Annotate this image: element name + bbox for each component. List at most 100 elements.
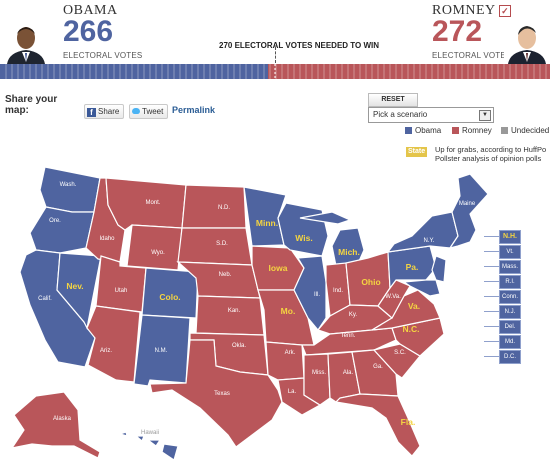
state-alaska[interactable] <box>10 391 101 459</box>
state-georgia[interactable] <box>351 349 399 397</box>
connector-line <box>484 356 499 357</box>
state-label-ind: Ind. <box>333 288 343 294</box>
obama-electoral-count: 266 <box>63 15 114 48</box>
state-label-ohio: Ohio <box>361 277 380 287</box>
facebook-share-label: Share <box>98 107 120 116</box>
state-texas[interactable] <box>149 339 283 448</box>
romney-name: ROMNEY ✓ <box>432 3 512 19</box>
state-box-n-h[interactable]: N.H. <box>499 230 521 244</box>
state-label-ky: Ky. <box>349 312 358 318</box>
reset-button[interactable]: RESET <box>368 93 418 107</box>
state-label-ala: Ala. <box>343 370 354 376</box>
state-label-neb: Neb. <box>219 272 232 278</box>
votes-needed-label: 270 ELECTORAL VOTES NEEDED TO WIN <box>219 41 380 50</box>
state-box-r-i[interactable]: R.I. <box>499 275 521 289</box>
scenario-select[interactable]: Pick a scenario ▼ <box>368 107 494 123</box>
twitter-tweet-button[interactable]: Tweet <box>129 104 169 119</box>
state-label-calif: Calif. <box>38 296 52 302</box>
state-label-iowa: Iowa <box>269 263 288 273</box>
state-label-w-va: W.Va. <box>385 294 401 300</box>
us-electoral-map: Wash. Ore. Calif. Nev. Idaho Mont. Wyo. Utah Col… <box>10 166 489 461</box>
permalink-link[interactable]: Permalink <box>172 105 216 115</box>
state-label-n-y: N.Y. <box>424 238 435 244</box>
state-label-colo: Colo. <box>159 292 180 302</box>
connector-line <box>484 341 499 342</box>
chevron-down-icon: ▼ <box>479 110 491 121</box>
connector-line <box>484 236 499 237</box>
state-label-ga: Ga. <box>373 364 383 370</box>
obama-name: OBAMA <box>63 3 118 18</box>
twitter-tweet-label: Tweet <box>142 107 164 116</box>
state-colorado[interactable] <box>141 267 199 319</box>
state-box-n-j[interactable]: N.J. <box>499 305 521 319</box>
connector-line <box>484 296 499 297</box>
state-box-vt[interactable]: Vt. <box>499 245 521 259</box>
state-label-mich: Mich. <box>338 247 360 257</box>
winner-check-icon: ✓ <box>499 5 512 17</box>
state-box-conn[interactable]: Conn. <box>499 290 521 304</box>
state-label-s-d: S.D. <box>216 241 228 247</box>
legend-note-line2: Pollster analysis of opinion polls <box>435 154 542 163</box>
state-label-mont: Mont. <box>145 200 160 206</box>
state-label-la: La. <box>288 389 297 395</box>
connector-line <box>484 311 499 312</box>
state-label-va: Va. <box>408 301 420 311</box>
state-label-mo: Mo. <box>281 306 296 316</box>
state-label-okla: Okla. <box>232 343 246 349</box>
state-washington[interactable] <box>39 166 101 213</box>
state-new-mexico[interactable] <box>133 314 191 387</box>
state-label-ore: Ore. <box>49 218 61 224</box>
state-label-nev: Nev. <box>66 281 83 291</box>
connector-line <box>484 326 499 327</box>
romney-electoral-count: 272 <box>432 15 483 48</box>
state-maryland-delaware[interactable] <box>402 279 441 297</box>
romney-electoral-label: ELECTORAL VOTES <box>432 51 512 60</box>
state-label-wyo: Wyo. <box>151 250 165 256</box>
state-south-dakota[interactable] <box>177 227 253 266</box>
legend-note-line1: Up for grabs, according to HuffPo <box>435 145 547 154</box>
obama-photo <box>3 18 49 64</box>
state-hawaii[interactable] <box>117 431 179 461</box>
state-label-minn: Minn. <box>256 218 278 228</box>
facebook-share-button[interactable]: f Share <box>84 104 125 119</box>
state-new-jersey[interactable] <box>431 255 447 283</box>
state-label-tenn: Tenn. <box>341 333 356 339</box>
legend-tossup-tag: State <box>406 147 428 157</box>
state-new-york[interactable] <box>386 211 459 253</box>
state-label-miss: Miss. <box>312 370 326 376</box>
state-box-d-c[interactable]: D.C. <box>499 350 521 364</box>
state-south-carolina[interactable] <box>372 343 421 379</box>
legend-romney-swatch <box>452 127 459 134</box>
state-arkansas[interactable] <box>265 341 305 381</box>
state-label-ill: Ill. <box>314 292 320 298</box>
state-wyoming[interactable] <box>126 224 183 271</box>
share-map-label: Share your map: <box>5 94 58 116</box>
state-arizona[interactable] <box>86 305 141 383</box>
legend-tossup-note: Up for grabs, according to HuffPo Pollst… <box>435 145 550 163</box>
twitter-icon <box>132 108 140 114</box>
state-box-md[interactable]: Md. <box>499 335 521 349</box>
legend-obama-label: Obama <box>415 126 442 135</box>
state-box-mass[interactable]: Mass. <box>499 260 521 274</box>
state-label-n-c: N.C. <box>403 324 420 334</box>
state-label-alaska: Alaska <box>53 416 72 422</box>
state-oregon[interactable] <box>29 206 95 254</box>
scenario-select-value: Pick a scenario <box>373 110 428 119</box>
state-box-del[interactable]: Del. <box>499 320 521 334</box>
legend-romney-label: Romney <box>462 126 492 135</box>
state-mississippi[interactable] <box>303 353 331 406</box>
state-florida[interactable] <box>334 393 421 457</box>
state-label-pa: Pa. <box>406 262 419 272</box>
romney-photo <box>504 18 550 64</box>
state-kansas[interactable] <box>195 295 265 336</box>
state-label-maine: Maine <box>459 201 476 207</box>
state-north-dakota[interactable] <box>181 184 247 229</box>
state-label-ark: Ark. <box>285 350 296 356</box>
legend-undecided-label: Undecided <box>511 126 550 135</box>
state-label-wis: Wis. <box>295 233 312 243</box>
state-new-england[interactable] <box>448 173 489 249</box>
state-label-ariz: Ariz. <box>100 348 112 354</box>
state-label-s-c: S.C. <box>394 350 406 356</box>
obama-electoral-label: ELECTORAL VOTES <box>63 51 143 60</box>
state-label-utah: Utah <box>115 288 128 294</box>
